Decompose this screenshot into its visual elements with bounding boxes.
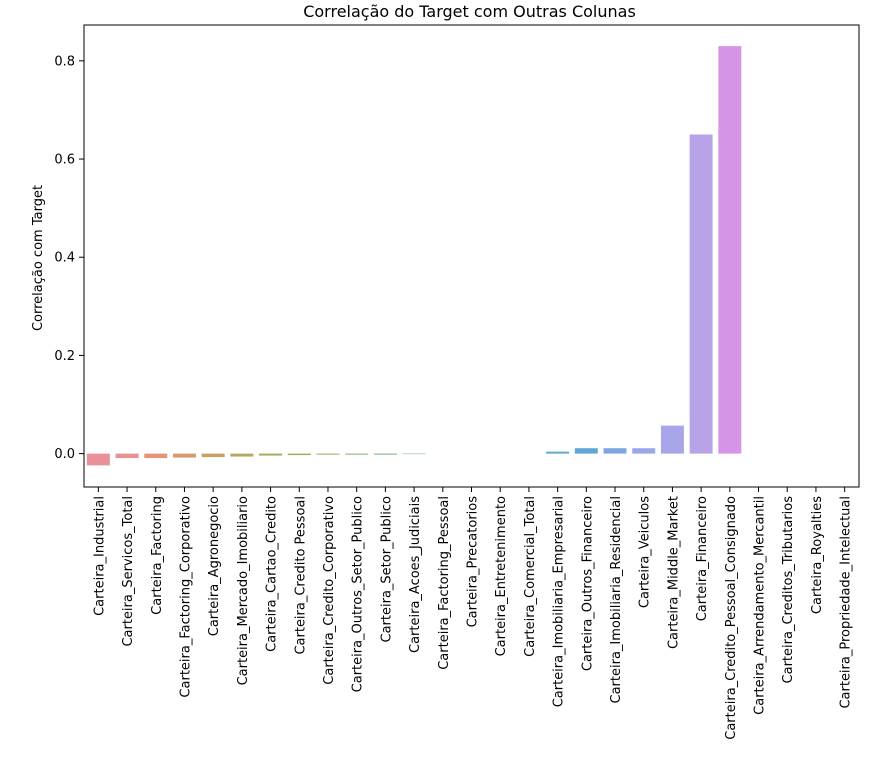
x-tick-label: Carteira_Credito Pessoal xyxy=(293,496,308,655)
x-tick-label: Carteira_Credito_Corporativo xyxy=(322,496,337,685)
bar-Carteira_Agronegocio xyxy=(201,453,225,458)
bars-layer xyxy=(86,46,742,466)
x-tick-label: Carteira_Mercado_Imobiliario xyxy=(236,496,251,685)
y-axis-label: Correlação com Target xyxy=(31,185,46,331)
x-tick-label: Carteira_Factoring xyxy=(150,496,165,615)
bar-Carteira_Mercado_Imobiliario xyxy=(230,453,254,457)
x-tick-label: Carteira_Creditos_Tributarios xyxy=(781,496,796,684)
y-tick-label: 0.8 xyxy=(54,54,75,69)
bar-Carteira_Outros_Financeiro xyxy=(574,448,598,454)
bar-Carteira_Cartao_Credito xyxy=(259,453,283,456)
x-tick-label: Carteira_Imobiliaria_Residencial xyxy=(609,496,624,704)
x-tick-label: Carteira_Veiculos xyxy=(638,496,653,608)
x-tick-label: Carteira_Imobiliaria_Empresarial xyxy=(552,496,567,707)
x-tick-label: Carteira_Arrendamento_Mercantil xyxy=(753,496,768,715)
x-tick-label: Carteira_Middle_Market xyxy=(666,496,681,649)
x-tick-label: Carteira_Royalties xyxy=(810,496,825,614)
x-tick-label: Carteira_Entretenimento xyxy=(494,496,509,656)
bar-Carteira_Financeiro xyxy=(689,134,713,454)
y-tick-label: 0.2 xyxy=(54,349,75,364)
x-tick-label: Carteira_Acoes_Judiciais xyxy=(408,496,423,653)
bar-Carteira_Credito_Pessoal_Consignado xyxy=(718,46,742,454)
bar-Carteira_Outros_Setor_Publico xyxy=(345,453,369,455)
bar-Carteira_Imobiliaria_Residencial xyxy=(603,448,627,454)
x-tick-label: Carteira_Factoring_Corporativo xyxy=(178,496,193,698)
x-tick-label: Carteira_Cartao_Credito xyxy=(265,496,280,652)
y-tick-label: 0.6 xyxy=(54,153,75,168)
x-tick-label: Carteira_Comercial_Total xyxy=(523,496,538,657)
bar-Carteira_Servicos_Total xyxy=(115,453,139,459)
y-tick-label: 0.4 xyxy=(54,251,75,266)
x-tick-label: Carteira_Servicos_Total xyxy=(121,496,136,647)
x-tick-label: Carteira_Agronegocio xyxy=(207,496,222,636)
x-tick-label: Carteira_Industrial xyxy=(92,496,107,616)
plot-frame xyxy=(83,24,860,488)
x-tick-label: Carteira_Propriedade_Intelectual xyxy=(839,496,854,709)
bar-Carteira_Factoring xyxy=(144,453,168,459)
bar-Carteira_Imobiliaria_Empresarial xyxy=(546,451,570,454)
bar-Carteira_Setor_Publico xyxy=(373,453,397,455)
y-ticks: 0.0 0.2 0.4 0.6 0.8 xyxy=(54,54,84,462)
x-tick-label: Carteira_Precatorios xyxy=(466,496,481,628)
bar-Carteira_Veiculos xyxy=(632,448,656,454)
x-tick-label: Carteira_Financeiro xyxy=(695,496,710,621)
bar-Carteira_Credito_Corporativo xyxy=(316,453,340,455)
bar-Carteira_Factoring_Corporativo xyxy=(172,453,196,458)
bar-Carteira_Middle_Market xyxy=(660,425,684,454)
y-tick-label: 0.0 xyxy=(54,447,75,462)
x-tick-label: Carteira_Setor_Publico xyxy=(379,496,394,643)
chart-title: Correlação do Target com Outras Colunas xyxy=(303,2,636,21)
x-tick-label: Carteira_Outros_Financeiro xyxy=(580,496,595,671)
bar-Carteira_Credito Pessoal xyxy=(287,453,311,456)
x-tick-label: Carteira_Outros_Setor_Publico xyxy=(351,496,366,692)
bar-Carteira_Industrial xyxy=(86,453,110,466)
x-tick-label: Carteira_Factoring_Pessoal xyxy=(437,496,452,670)
x-ticks: Carteira_Industrial Carteira_Servicos_Tot… xyxy=(92,487,854,740)
x-tick-label: Carteira_Credito_Pessoal_Consignado xyxy=(724,496,739,740)
